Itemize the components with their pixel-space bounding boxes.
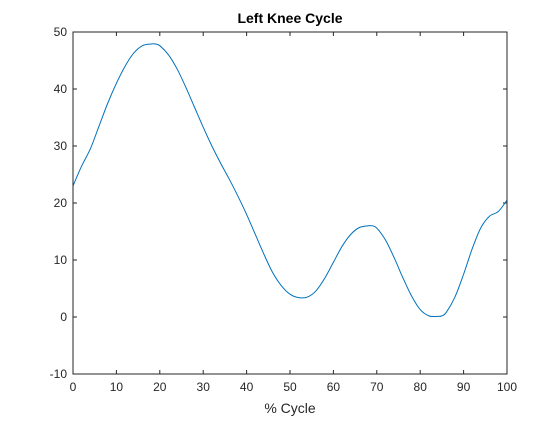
axes-box — [72, 31, 508, 375]
y-tick-label: -10 — [50, 367, 68, 381]
chart-title: Left Knee Cycle — [237, 10, 342, 26]
series-layer — [72, 43, 508, 318]
x-tick-label: 60 — [327, 380, 341, 394]
axes-frame — [72, 31, 508, 375]
y-tick-label: 50 — [54, 25, 68, 39]
y-tick-label: 10 — [54, 253, 68, 267]
plot-area — [73, 32, 507, 374]
x-tick-label: 30 — [197, 380, 211, 394]
x-tick-label: 80 — [414, 380, 428, 394]
x-tick-label: 100 — [497, 380, 517, 394]
x-tick-label: 50 — [283, 380, 297, 394]
x-tick-label: 20 — [153, 380, 167, 394]
x-tick-label: 70 — [370, 380, 384, 394]
x-tick-label: 0 — [70, 380, 77, 394]
series-line — [72, 43, 508, 318]
y-tick-label: 40 — [54, 82, 68, 96]
y-tick-label: 30 — [54, 139, 68, 153]
y-tick-label: 0 — [60, 310, 67, 324]
x-tick-label: 10 — [110, 380, 124, 394]
x-axis-label: % Cycle — [264, 400, 316, 416]
y-tick-label: 20 — [54, 196, 68, 210]
x-tick-label: 40 — [240, 380, 254, 394]
x-tick-label: 90 — [457, 380, 471, 394]
